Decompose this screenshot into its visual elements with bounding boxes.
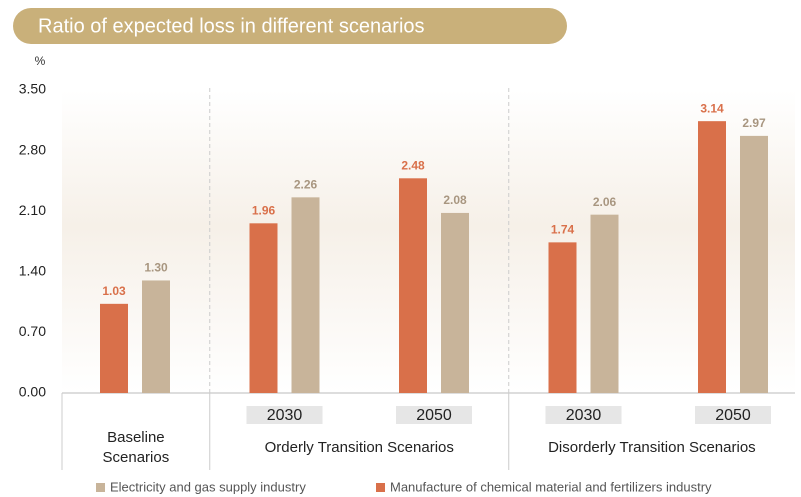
bar (590, 214, 619, 393)
bar (441, 212, 469, 393)
value-label: 1.30 (144, 261, 168, 275)
value-label: 2.48 (401, 158, 425, 172)
legend-label: Electricity and gas supply industry (110, 479, 306, 494)
x-tick-label: 2030 (267, 407, 303, 424)
y-tick-label: 3.50 (19, 81, 46, 97)
x-tick-box (246, 406, 323, 424)
y-tick-label: 0.70 (19, 323, 46, 339)
value-label: 2.08 (443, 193, 467, 207)
group-label: Orderly Transition Scenarios (264, 439, 454, 456)
bar (698, 121, 726, 393)
value-label: 2.97 (742, 116, 766, 130)
y-tick-label: 0.00 (19, 384, 46, 400)
x-tick-box (396, 406, 472, 424)
plot-background (62, 90, 795, 393)
value-label: 1.96 (252, 203, 276, 217)
x-tick-box (545, 406, 622, 424)
x-tick-label: 2050 (715, 407, 751, 424)
bar (399, 178, 427, 393)
value-label: 2.06 (593, 195, 617, 209)
x-tick-label: 2030 (566, 407, 602, 424)
bar (548, 242, 577, 393)
value-label: 1.74 (551, 223, 575, 237)
value-label: 2.26 (294, 178, 318, 192)
legend-swatch (376, 483, 385, 492)
x-tick-label: 2050 (416, 407, 452, 424)
group-label: Baseline Scenarios (102, 429, 170, 466)
group-label: Disorderly Transition Scenarios (548, 439, 756, 456)
y-tick-label: 1.40 (19, 263, 46, 279)
bar (142, 280, 170, 393)
y-tick-label: 2.10 (19, 202, 46, 218)
value-label: 1.03 (102, 284, 126, 298)
bar (100, 303, 128, 393)
y-tick-label: 2.80 (19, 141, 46, 157)
legend-label: Manufacture of chemical material and fer… (390, 479, 712, 494)
bar (740, 135, 768, 393)
title-pill (13, 8, 567, 44)
value-label: 3.14 (700, 101, 724, 115)
legend-swatch (96, 483, 105, 492)
x-tick-box (695, 406, 771, 424)
chart-title: Ratio of expected loss in different scen… (38, 15, 425, 37)
y-axis-label: % (35, 54, 46, 68)
bar (249, 223, 278, 393)
bar (291, 197, 320, 393)
